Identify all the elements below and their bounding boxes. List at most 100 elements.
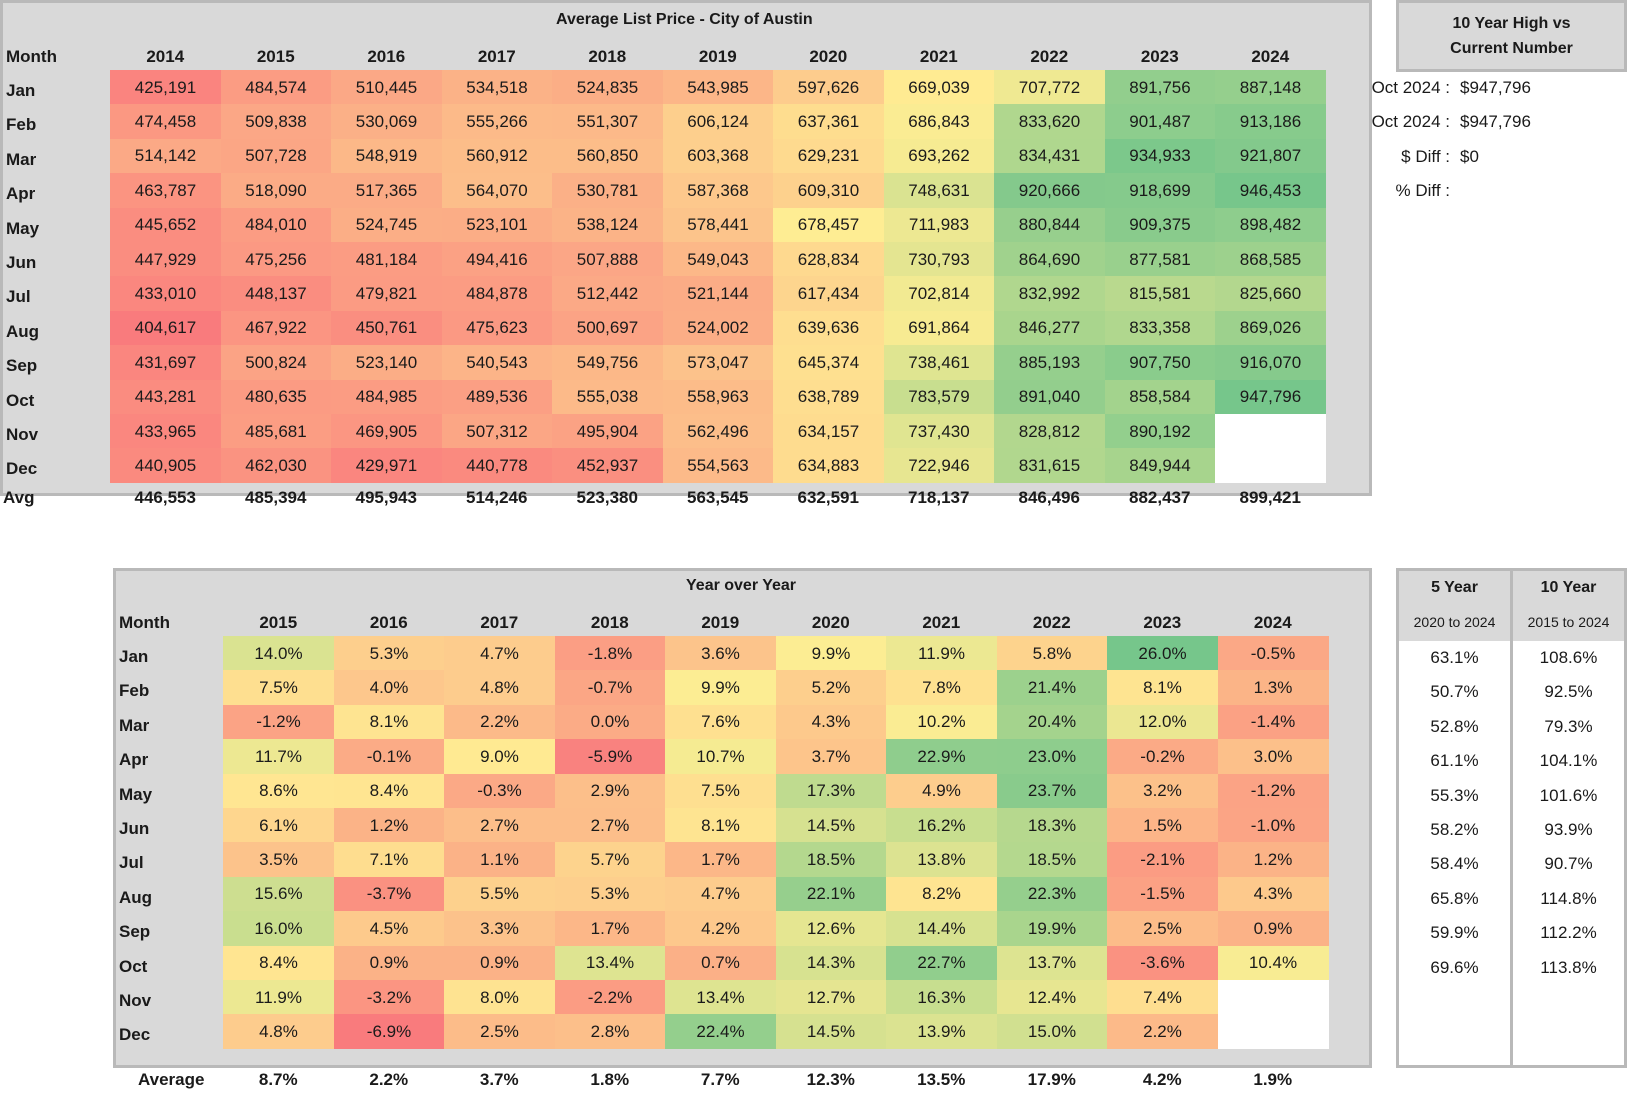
price-cell: 628,834 [773, 242, 884, 277]
yoy-cell: 23.7% [996, 773, 1108, 809]
yoy-avg-cell: 1.9% [1253, 1070, 1293, 1089]
yoy-month-label: Dec [119, 1025, 151, 1045]
price-year-header: 2019 [698, 47, 737, 66]
price-cell: 548,919 [331, 138, 442, 174]
yoy-cell: -3.6% [1107, 945, 1218, 981]
five-year-value: 50.7% [1430, 682, 1479, 702]
high-box-value: $947,796 [1460, 112, 1531, 132]
price-avg-cell: 718,137 [908, 488, 970, 507]
yoy-cell: 4.8% [223, 1014, 334, 1050]
price-cell: 711,983 [883, 207, 995, 243]
yoy-cell: 3.6% [665, 636, 776, 671]
price-cell: 891,756 [1104, 70, 1216, 105]
price-cell: 702,814 [883, 276, 995, 312]
price-cell: 521,144 [662, 276, 774, 312]
price-cell: 433,010 [110, 276, 221, 312]
five-year-subtitle: 2020 to 2024 [1413, 614, 1496, 630]
yoy-cell: 3.0% [1217, 739, 1329, 775]
price-cell: 891,040 [994, 379, 1105, 415]
five-year-value: 61.1% [1430, 751, 1479, 771]
price-month-label: Jun [6, 253, 37, 272]
five-year-value: 63.1% [1430, 648, 1479, 667]
ten-year-subtitle: 2015 to 2024 [1527, 614, 1610, 630]
price-cell: 934,933 [1104, 138, 1216, 174]
yoy-cell: 26.0% [1107, 636, 1218, 671]
yoy-cell: 4.3% [775, 704, 887, 740]
yoy-cell: 4.8% [444, 670, 555, 706]
price-year-header: 2023 [1140, 47, 1179, 66]
price-avg-cell: 563,545 [687, 488, 749, 507]
price-cell: 494,416 [441, 242, 553, 277]
yoy-month-header: Month [119, 613, 170, 632]
price-cell: 678,457 [773, 207, 884, 243]
yoy-cell: 8.0% [444, 980, 555, 1015]
yoy-year-header: 2024 [1253, 613, 1292, 632]
yoy-cell: 4.5% [333, 911, 445, 947]
yoy-cell: -1.5% [1107, 876, 1218, 912]
price-avg-cell: 899,421 [1239, 488, 1301, 507]
price-month-label: Dec [6, 459, 38, 479]
price-cell: 885,193 [994, 345, 1105, 381]
yoy-year-header: 2018 [590, 613, 629, 632]
price-cell: 560,912 [441, 138, 553, 174]
yoy-table: Year over Year Month 2015 2016 2017 2018 201… [113, 568, 1372, 1068]
yoy-cell: 1.2% [1217, 842, 1329, 878]
price-year-header: 2024 [1251, 47, 1290, 66]
price-month-label: Aug [6, 321, 40, 341]
price-month-header: Month [6, 47, 57, 66]
yoy-cell: -1.2% [223, 704, 334, 740]
yoy-cell: 17.3% [775, 773, 887, 809]
price-cell: 517,365 [331, 173, 442, 209]
price-cell: 500,824 [220, 345, 332, 381]
price-cell: 555,266 [441, 104, 553, 140]
yoy-cell: 2.5% [444, 1014, 555, 1050]
yoy-month-label: Jan [119, 647, 149, 666]
price-cell: 507,888 [552, 242, 663, 277]
price-cell: 638,789 [773, 379, 884, 415]
yoy-cell: 13.9% [886, 1014, 997, 1050]
yoy-cell: 3.5% [223, 842, 334, 878]
price-cell: 947,796 [1215, 379, 1326, 415]
five-year-value: 65.8% [1430, 888, 1479, 908]
yoy-cell: 7.1% [333, 842, 445, 878]
yoy-cell: 1.5% [1107, 808, 1218, 843]
price-cell: 691,864 [883, 310, 995, 346]
price-cell: 524,745 [331, 207, 442, 243]
price-cell: 447,929 [110, 242, 221, 277]
yoy-cell: 0.0% [554, 704, 666, 740]
price-cell: 445,652 [110, 207, 221, 243]
price-year-header: 2016 [367, 47, 406, 66]
yoy-cell: 22.7% [886, 945, 997, 981]
price-cell: 554,563 [662, 448, 774, 484]
five-year-value: 52.8% [1430, 716, 1479, 736]
yoy-cell: -1.4% [1217, 704, 1329, 740]
price-cell: 512,442 [552, 276, 663, 312]
yoy-cell: 5.3% [554, 876, 666, 912]
yoy-cell: 8.6% [223, 773, 334, 809]
yoy-cell: 9.0% [444, 739, 555, 775]
yoy-year-header: 2019 [701, 613, 740, 632]
price-cell: 634,883 [773, 448, 884, 484]
ten-year-value: 108.6% [1539, 648, 1598, 667]
yoy-cell: -3.2% [333, 980, 445, 1015]
yoy-year-header: 2015 [259, 613, 298, 632]
yoy-cell: 8.4% [223, 945, 334, 981]
price-cell: 450,761 [331, 310, 442, 346]
yoy-cell: -0.1% [333, 739, 445, 775]
yoy-year-header: 2023 [1143, 613, 1182, 632]
high-box-label: $ Diff : [1401, 146, 1450, 166]
price-month-label: Jul [6, 287, 31, 307]
price-month-label: Sep [6, 356, 38, 376]
price-cell: 481,184 [331, 242, 442, 277]
yoy-month-label: Jun [119, 819, 150, 838]
price-cell: 448,137 [220, 276, 332, 312]
yoy-month-label: Mar [119, 715, 150, 735]
yoy-month-label: Nov [119, 991, 152, 1010]
price-avg-cell: 485,394 [245, 488, 307, 507]
yoy-cell: 14.5% [775, 808, 887, 843]
yoy-year-header: 2017 [480, 613, 519, 632]
price-cell: 669,039 [883, 70, 995, 105]
price-cell: 637,361 [773, 104, 884, 140]
yoy-cell: 13.8% [886, 842, 997, 878]
five-year-value: 69.6% [1430, 957, 1479, 977]
